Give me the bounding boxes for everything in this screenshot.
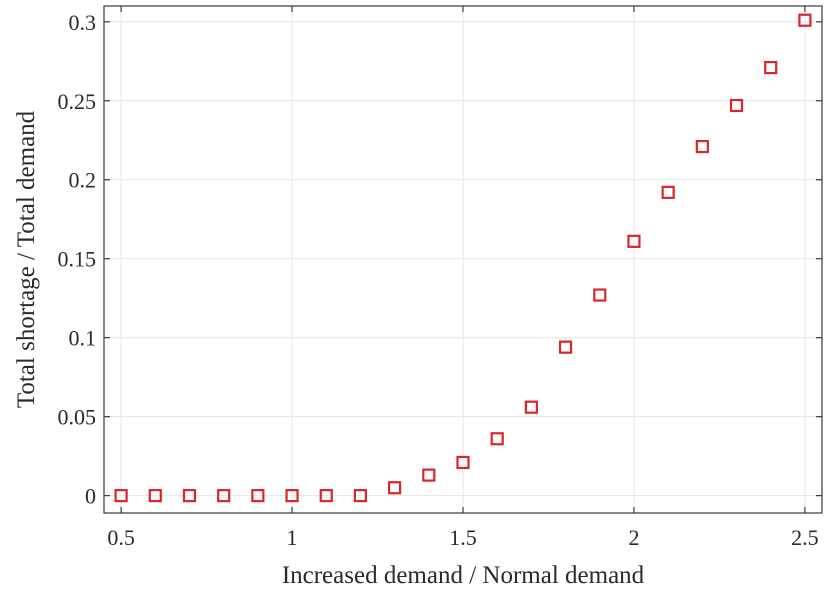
x-tick-label: 0.5	[107, 525, 135, 550]
y-tick-label: 0.15	[58, 247, 97, 272]
data-point-marker	[695, 139, 709, 154]
y-tick-label: 0.05	[58, 405, 97, 430]
x-tick-labels: 0.5 1 1.5 2 2.5	[107, 525, 818, 550]
data-point-marker	[627, 234, 641, 248]
data-point-marker	[661, 185, 675, 199]
data-point-marker	[490, 432, 504, 446]
data-point-marker	[353, 489, 368, 503]
y-axis-label: Total shortage / Total demand	[13, 110, 40, 408]
y-tick-labels: 0 0.05 0.1 0.15 0.2 0.25 0.3	[58, 10, 97, 509]
x-tick-label: 2	[628, 525, 639, 550]
data-point-marker	[524, 400, 538, 414]
x-tick-label: 1.5	[449, 525, 477, 550]
data-point-marker	[182, 489, 197, 503]
data-point-marker	[251, 489, 265, 503]
data-point-marker	[217, 489, 231, 503]
y-tick-label: 0.1	[69, 326, 97, 351]
data-point-marker	[422, 468, 436, 482]
data-point-marker	[593, 288, 607, 302]
y-tick-label: 0.3	[69, 10, 97, 35]
y-tick-label: 0.25	[58, 89, 97, 114]
grid	[104, 6, 822, 513]
x-tick-label: 2.5	[791, 525, 819, 550]
data-point-marker	[558, 340, 573, 354]
data-point-marker	[456, 455, 470, 470]
y-tick-label: 0	[85, 484, 96, 509]
x-axis-label: Increased demand / Normal demand	[282, 562, 645, 589]
data-point-marker	[319, 489, 333, 503]
data-point-marker	[285, 489, 299, 503]
axis-ticks	[104, 6, 822, 513]
data-point-marker	[798, 13, 812, 27]
y-tick-label: 0.2	[69, 168, 97, 193]
data-point-marker	[388, 481, 402, 495]
data-points	[114, 13, 812, 503]
data-point-marker	[764, 60, 778, 75]
data-point-marker	[729, 98, 744, 113]
data-point-marker	[114, 489, 128, 503]
data-point-marker	[148, 489, 162, 503]
x-tick-label: 1	[287, 525, 298, 550]
